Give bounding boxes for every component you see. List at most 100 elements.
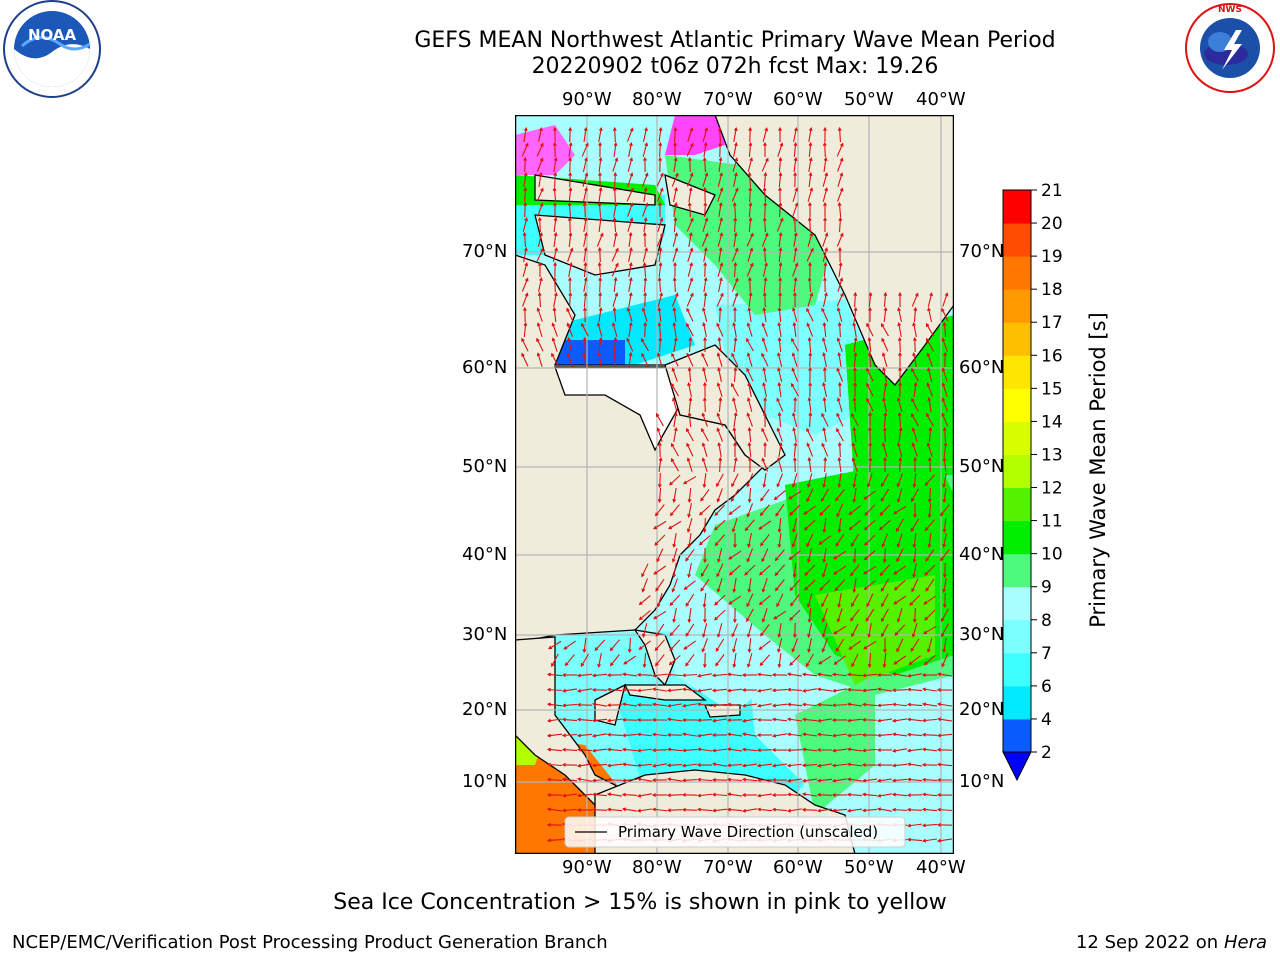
wave-arrow (728, 595, 742, 605)
wave-arrow (552, 186, 557, 203)
wave-arrow (669, 594, 681, 607)
wave-arrow (822, 292, 828, 307)
wave-arrow (597, 653, 602, 668)
wave-arrow (583, 276, 588, 292)
wave-arrow (853, 306, 858, 323)
wave-arrow (718, 201, 723, 217)
wave-arrow (636, 672, 653, 677)
wave-arrow (865, 608, 875, 622)
wave-arrow (776, 593, 784, 608)
wave-arrow (921, 747, 938, 752)
wave-arrow (906, 837, 923, 842)
wave-arrow (822, 366, 827, 383)
wave-arrow (808, 126, 813, 142)
wave-arrow (521, 337, 529, 352)
wave-arrow (882, 426, 887, 443)
wave-arrow (774, 549, 785, 562)
wave-arrow (711, 673, 728, 678)
wave-arrow (927, 307, 933, 322)
wave-arrow (898, 456, 903, 473)
wave-arrow (852, 473, 857, 489)
wave-arrow (746, 503, 754, 518)
wave-arrow (538, 277, 543, 292)
wave-arrow (861, 733, 878, 737)
wave-arrow (786, 748, 803, 753)
wave-arrow (921, 718, 938, 723)
wave-arrow (837, 472, 842, 489)
wave-arrow (777, 517, 782, 534)
wave-arrow (606, 687, 623, 692)
wave-arrow (582, 637, 587, 654)
wave-arrow (793, 141, 798, 158)
wave-arrow (658, 141, 663, 158)
wave-arrow (940, 608, 949, 623)
wave-arrow (761, 457, 769, 472)
wave-arrow (942, 321, 947, 338)
wave-arrow (771, 733, 787, 738)
wave-arrow (823, 201, 827, 218)
wave-arrow (717, 232, 724, 247)
wave-arrow (726, 763, 743, 768)
wave-arrow (538, 127, 543, 142)
wave-arrow (670, 382, 679, 397)
wave-arrow (718, 277, 723, 292)
colorbar-tick-label: 17 (1041, 313, 1063, 333)
wave-arrow (936, 807, 953, 812)
wave-arrow (896, 488, 903, 503)
wave-arrow (726, 718, 743, 723)
wave-arrow (778, 276, 783, 293)
wave-arrow (711, 703, 728, 708)
wave-arrow (836, 307, 843, 322)
wave-arrow (576, 808, 593, 812)
wave-arrow (816, 808, 833, 813)
colorbar-segment (1003, 223, 1031, 257)
wave-arrow (896, 638, 904, 653)
wave-arrow (867, 336, 872, 353)
nws-logo-icon: NWS (1184, 2, 1276, 94)
noaa-logo-icon: NOAA (3, 0, 101, 98)
wave-arrow (816, 702, 833, 707)
wave-arrow (561, 793, 578, 798)
colorbar-segment (1003, 619, 1031, 654)
wave-arrow (732, 321, 737, 337)
wave-arrow (896, 608, 903, 623)
wave-arrow (726, 747, 743, 752)
wave-arrow (696, 673, 712, 678)
wave-arrow (746, 262, 754, 277)
wave-arrow (913, 502, 917, 519)
wave-arrow (681, 703, 697, 708)
wave-arrow (846, 702, 863, 707)
wave-arrow (891, 763, 908, 768)
wave-arrow (876, 733, 893, 738)
wave-arrow (700, 488, 710, 502)
wave-arrow (747, 276, 752, 293)
wave-arrow (936, 838, 953, 843)
wave-arrow (912, 532, 917, 549)
wave-arrow (786, 763, 803, 768)
lon-label-top: 50°W (844, 89, 894, 110)
wave-arrow (846, 808, 863, 813)
wave-arrow (643, 321, 648, 338)
wave-arrow (848, 640, 862, 650)
wave-arrow (612, 292, 619, 307)
wave-arrow (822, 172, 829, 187)
wave-arrow (906, 687, 923, 692)
wave-arrow (761, 548, 769, 563)
wave-arrow (658, 201, 662, 218)
wave-arrow (913, 456, 917, 473)
wave-arrow (711, 762, 727, 767)
wave-arrow (655, 654, 665, 667)
colorbar-segment (1003, 520, 1031, 555)
wave-arrow (673, 411, 678, 427)
wave-arrow (733, 441, 737, 458)
wave-arrow (792, 518, 798, 533)
wave-arrow (831, 703, 848, 708)
wave-arrow (758, 564, 771, 576)
wave-arrow (598, 306, 603, 323)
wave-arrow (861, 778, 878, 783)
wave-arrow (773, 490, 786, 501)
wave-arrow (582, 187, 588, 202)
wave-arrow (786, 672, 803, 677)
wave-arrow (806, 533, 814, 548)
wave-arrow (896, 473, 903, 488)
